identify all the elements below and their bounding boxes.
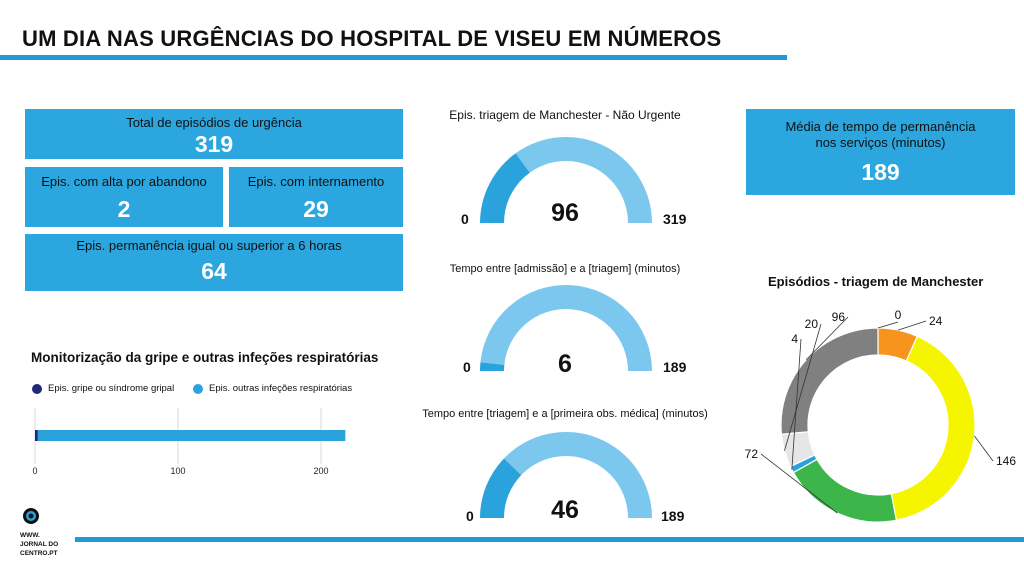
card-media-value: 189 (861, 159, 900, 185)
gauge-3-min: 0 (466, 508, 474, 524)
legend-label-outras: Epis. outras infeções respiratórias (209, 383, 353, 394)
donut-leader-4 (791, 338, 802, 470)
gauge-2 (480, 284, 652, 371)
jornal-do-centro-logo: WWW. JORNAL DO CENTRO.PT (20, 507, 70, 557)
card-abandono-label: Epis. com alta por abandono (41, 174, 207, 189)
gauge-2-value: 6 (558, 350, 572, 378)
logo-line-1: WWW. (20, 532, 40, 539)
gauge-1-value: 96 (551, 199, 579, 227)
donut-leader-146 (974, 435, 994, 462)
gauge-1-fill (480, 153, 530, 223)
donut-label-96: 96 (832, 310, 846, 324)
bar-segment-gripe (35, 430, 38, 441)
card-abandono: Epis. com alta por abandono 2 (25, 167, 223, 227)
donut-leader-24 (897, 320, 927, 331)
card-seis-horas-label: Epis. permanência igual ou superior a 6 … (76, 238, 342, 253)
logo-line-2: JORNAL DO (20, 541, 59, 548)
gauge-3-value: 46 (551, 496, 579, 524)
donut-slice-96 (780, 327, 879, 435)
gauge-1-min: 0 (461, 211, 469, 227)
card-internamento: Epis. com internamento 29 (229, 167, 403, 227)
card-total-episodes: Total de episódios de urgência 319 (25, 109, 403, 159)
gauge-1 (480, 137, 652, 223)
gauge-3-fill (480, 458, 522, 518)
gauge-3-max: 189 (661, 508, 685, 524)
eye-logo-icon (23, 508, 39, 524)
gauge-2-max: 189 (663, 359, 687, 375)
donut-label-72: 72 (745, 447, 759, 461)
gauge-2-track (480, 284, 652, 371)
gauge-3 (480, 432, 652, 518)
card-abandono-value: 2 (117, 196, 131, 222)
donut-label-4: 4 (791, 332, 798, 346)
gauge-1-track (515, 137, 652, 223)
card-internamento-label: Epis. com internamento (247, 174, 385, 189)
title-underline (0, 55, 787, 60)
bar-segment-outras (37, 430, 346, 441)
gauge-2-fill (480, 362, 505, 371)
card-media-permanencia: Média de tempo de permanência nos serviç… (746, 109, 1015, 195)
card-seis-horas: Epis. permanência igual ou superior a 6 … (25, 234, 403, 291)
card-total-label: Total de episódios de urgência (126, 115, 302, 130)
donut-title: Episódios - triagem de Manchester (768, 274, 984, 289)
page-title: UM DIA NAS URGÊNCIAS DO HOSPITAL DE VISE… (22, 26, 722, 51)
card-media-label-2: nos serviços (minutos) (815, 135, 946, 150)
gauge-2-title: Tempo entre [admissão] e a [triagem] (mi… (449, 263, 681, 275)
legend-label-gripe: Epis. gripe ou síndrome gripal (48, 383, 175, 394)
flu-bar-chart (34, 408, 346, 464)
donut-leader-72 (760, 453, 838, 514)
tick-200: 200 (313, 466, 329, 476)
donut-label-146: 146 (996, 454, 1016, 468)
tick-100: 100 (170, 466, 186, 476)
flu-chart-title: Monitorização da gripe e outras infeções… (31, 350, 379, 365)
legend-swatch-outras (193, 383, 203, 394)
manchester-donut-chart: 0 24 146 72 4 20 96 (745, 308, 1016, 523)
tick-0: 0 (32, 466, 38, 476)
legend-item-outras: Epis. outras infeções respiratórias (193, 383, 352, 394)
donut-slice-146 (890, 335, 976, 521)
card-internamento-value: 29 (303, 196, 329, 222)
donut-leader-96 (805, 316, 849, 361)
card-total-value: 319 (194, 131, 234, 157)
donut-leader-0 (877, 321, 899, 329)
gauge-3-track (503, 432, 652, 518)
legend-item-gripe: Epis. gripe ou síndrome gripal (32, 383, 174, 394)
donut-label-0: 0 (895, 308, 902, 322)
gauge-2-min: 0 (463, 359, 471, 375)
legend-swatch-gripe (32, 383, 42, 394)
donut-label-24: 24 (929, 314, 943, 328)
logo-line-3: CENTRO.PT (20, 550, 58, 557)
gauge-1-max: 319 (663, 211, 687, 227)
donut-leader-20 (784, 323, 822, 451)
footer-rule (75, 537, 1024, 542)
donut-label-20: 20 (805, 317, 819, 331)
card-media-label-1: Média de tempo de permanência (785, 119, 976, 134)
gauge-1-title: Epis. triagem de Manchester - Não Urgent… (449, 108, 681, 122)
gauge-3-title: Tempo entre [triagem] e a [primeira obs.… (422, 408, 708, 420)
card-seis-horas-value: 64 (201, 258, 227, 284)
